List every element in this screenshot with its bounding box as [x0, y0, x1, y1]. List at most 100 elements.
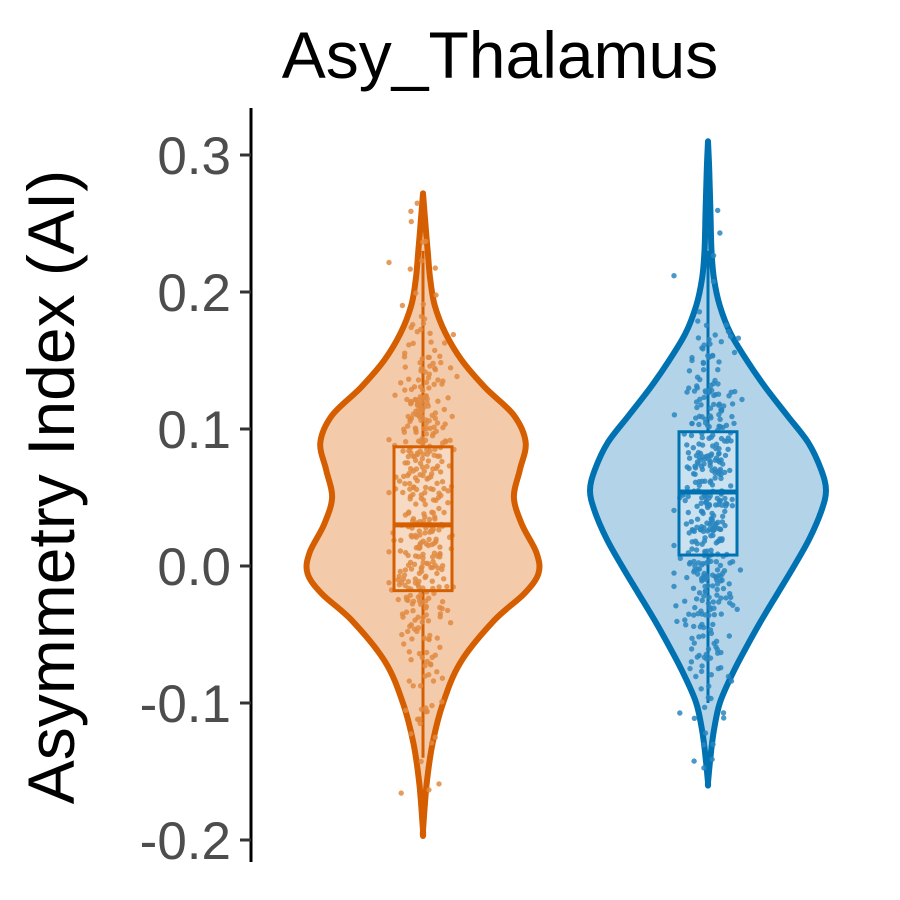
data-point — [418, 565, 424, 571]
data-point — [416, 528, 422, 534]
data-point — [693, 452, 700, 459]
data-point — [401, 354, 408, 360]
data-point — [713, 455, 720, 461]
data-point — [436, 505, 442, 512]
data-point — [414, 478, 420, 484]
data-point — [718, 407, 724, 413]
data-point — [439, 599, 446, 605]
data-point — [712, 391, 719, 398]
data-point — [411, 384, 418, 390]
data-point — [434, 420, 441, 426]
y-tick-label: 0.0 — [157, 538, 231, 597]
data-point — [431, 550, 438, 556]
data-point — [717, 230, 723, 236]
data-point — [713, 638, 720, 644]
data-point — [699, 414, 705, 420]
data-point — [713, 540, 719, 546]
data-point — [727, 600, 733, 606]
data-point — [415, 614, 421, 620]
data-point — [700, 575, 706, 582]
data-point — [686, 611, 692, 617]
data-point — [435, 377, 441, 383]
data-point — [691, 640, 697, 646]
data-point — [700, 742, 707, 748]
data-point — [708, 451, 715, 457]
data-point — [719, 536, 725, 542]
data-point — [418, 365, 425, 372]
data-point — [684, 442, 690, 448]
data-point — [693, 399, 700, 405]
data-point — [434, 669, 440, 675]
data-point — [685, 509, 691, 516]
data-point — [684, 484, 690, 491]
data-point — [731, 420, 737, 427]
data-point — [432, 365, 438, 371]
data-point — [439, 458, 445, 465]
data-point — [703, 322, 710, 328]
data-point — [710, 432, 716, 438]
data-point — [704, 548, 710, 554]
data-point — [420, 497, 427, 503]
data-point — [710, 599, 716, 605]
data-point — [436, 584, 442, 590]
data-point — [720, 710, 727, 716]
data-point — [694, 516, 701, 522]
data-point — [422, 490, 428, 496]
data-point — [407, 623, 413, 629]
data-point — [406, 649, 412, 655]
data-point — [710, 583, 716, 589]
data-point — [439, 479, 446, 485]
data-point — [722, 495, 728, 502]
data-point — [445, 395, 451, 401]
data-point — [700, 633, 706, 639]
data-point — [420, 555, 426, 561]
data-point — [718, 665, 724, 671]
data-point — [405, 423, 411, 429]
data-point — [423, 425, 430, 432]
data-point — [432, 514, 438, 520]
data-point — [423, 612, 429, 618]
data-point — [691, 715, 698, 721]
data-point — [433, 465, 439, 472]
data-point — [725, 328, 732, 335]
data-point — [682, 598, 688, 604]
data-point — [445, 500, 451, 506]
data-point — [417, 683, 424, 689]
data-point — [696, 309, 703, 315]
data-point — [411, 561, 418, 567]
data-point — [693, 415, 699, 421]
data-point — [731, 349, 738, 356]
y-tick-label: 0.1 — [157, 401, 231, 460]
data-point — [428, 339, 434, 345]
data-point — [693, 673, 699, 680]
data-point — [423, 603, 430, 610]
data-point — [418, 409, 424, 415]
data-point — [439, 675, 446, 681]
data-point — [386, 489, 392, 496]
data-point — [440, 378, 446, 384]
data-point — [715, 207, 721, 214]
data-point — [432, 415, 438, 421]
data-point — [710, 741, 716, 747]
data-point — [711, 527, 717, 533]
data-point — [699, 621, 705, 628]
data-point — [413, 534, 419, 540]
data-point — [721, 403, 727, 409]
data-point — [405, 453, 411, 460]
data-point — [727, 333, 734, 339]
data-point — [434, 570, 440, 577]
data-point — [408, 566, 415, 572]
data-point — [409, 534, 415, 540]
data-point — [702, 588, 709, 594]
data-point — [420, 440, 426, 446]
data-point — [706, 526, 713, 533]
data-point — [692, 465, 699, 471]
data-point — [671, 570, 677, 576]
data-point — [735, 335, 742, 341]
data-point — [420, 451, 426, 457]
data-point — [412, 576, 418, 582]
data-point — [420, 472, 426, 479]
data-point — [698, 686, 704, 692]
data-point — [692, 563, 698, 569]
data-point — [427, 330, 433, 336]
